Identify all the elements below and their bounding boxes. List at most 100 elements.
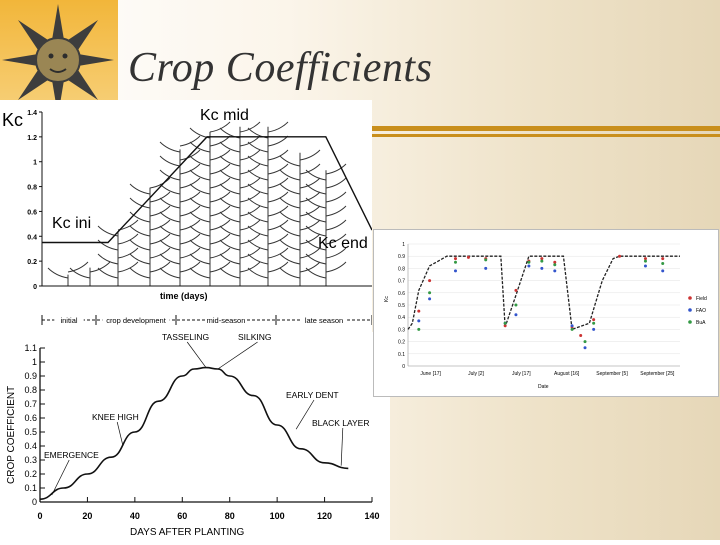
corn-kc-annotation: EMERGENCE (44, 450, 99, 460)
plant-leaf (69, 267, 91, 279)
stage-label-bg (102, 315, 170, 325)
field-kc-ytick-label: 0.2 (398, 340, 405, 346)
plant-leaf (209, 233, 231, 245)
field-kc-point-field (428, 279, 432, 283)
field-kc-point-bua (428, 291, 432, 295)
field-kc-point-fao (540, 266, 544, 270)
field-kc-point-fao (661, 269, 665, 273)
plant-leaf (179, 219, 201, 231)
corn-kc-xtick-label: 20 (82, 511, 92, 521)
corn-kc-xtick-label: 140 (364, 511, 379, 521)
field-kc-axes: 0 0.1 0.2 0.3 0.4 0.5 0.6 0.7 0.8 0.9 1 June [17] Ju… (398, 242, 680, 377)
legend-marker-bua (688, 320, 692, 324)
plant-leaf (239, 205, 261, 217)
plant-leaf (219, 183, 241, 195)
plant-leaf (219, 169, 241, 181)
slide-title: Crop Coefficients (128, 45, 433, 91)
plant-leaf (189, 239, 211, 251)
corn-kc-annotation: KNEE HIGH (92, 412, 139, 422)
plant-leaf (247, 155, 269, 167)
plant-leaf (129, 183, 151, 195)
stage-label-bg (54, 315, 84, 325)
field-kc-point-bua (514, 303, 518, 307)
plant-leaf (179, 247, 201, 259)
plant-leaf (189, 127, 211, 139)
plant-leaf (267, 191, 289, 203)
plant-leaf (117, 261, 139, 273)
plant-leaf (239, 163, 261, 175)
field-kc-point-field (579, 334, 583, 337)
plant-leaf (305, 239, 327, 251)
plant-leaf (239, 177, 261, 189)
plant-leaf (189, 141, 211, 153)
field-kc-ytick-label: 1 (402, 242, 405, 248)
fao-kc-panel: 0 0.2 0.4 0.6 0.8 1 1.2 1.4 Kc Kc mid Kc ini Kc… (0, 100, 373, 332)
plant-leaf (219, 141, 241, 153)
fao-kc-ytick-label: 0.4 (27, 234, 37, 241)
corn-kc-ytick-label: 1.1 (24, 343, 37, 353)
field-kc-marks (407, 254, 680, 350)
corn-kc-annotation-leader (116, 421, 124, 447)
plant-leaf (299, 261, 321, 273)
fao-kc-ytick-label: 0.8 (27, 185, 37, 192)
field-kc-point-bua (453, 260, 457, 264)
field-kc-point-bua (503, 321, 507, 325)
field-kc-ytick-label: 0.7 (398, 279, 405, 285)
plant-leaf (149, 219, 171, 231)
plant-leaf (247, 225, 269, 237)
plant-leaf (279, 225, 301, 237)
plant-leaf (219, 211, 241, 223)
plant-leaf (239, 191, 261, 203)
field-kc-xtick-label: September [25] (640, 371, 675, 377)
plant-leaf (179, 191, 201, 203)
plant-leaf (159, 267, 181, 279)
plant-leaf (239, 233, 261, 245)
sun-logo-icon (2, 4, 114, 116)
corn-kc-xlabel: DAYS AFTER PLANTING (130, 527, 245, 538)
corn-kc-annotation-leader (295, 399, 315, 430)
stage-label: late season (305, 316, 343, 325)
fao-kc-mid-label: Kc mid (200, 107, 249, 124)
corn-kc-annotation: EARLY DENT (286, 390, 339, 400)
fao-kc-ytick-label: 1.4 (27, 110, 37, 117)
field-kc-point-fao (643, 264, 647, 268)
plant-leaf (267, 163, 289, 175)
fao-kc-ytick-label: 0.6 (27, 209, 37, 216)
corn-kc-annotation-leader (51, 459, 70, 496)
field-kc-point-bua (527, 260, 531, 264)
plant-leaf (279, 211, 301, 223)
title-rule (372, 126, 720, 131)
field-kc-point-field (540, 257, 544, 261)
plant-leaf (67, 261, 89, 273)
plant-leaf (247, 267, 269, 279)
plant-leaf (267, 233, 289, 245)
plant-leaf (279, 169, 301, 181)
corn-kc-xtick-label: 60 (177, 511, 187, 521)
plant-leaf (179, 205, 201, 217)
plant-leaf (149, 205, 171, 217)
plant-leaf (209, 163, 231, 175)
field-kc-point-field (618, 254, 622, 258)
plant-leaf (189, 183, 211, 195)
plant-leaf (89, 261, 111, 273)
corn-kc-xtick-label: 80 (225, 511, 235, 521)
plant-leaf (325, 177, 347, 189)
plant-leaf (209, 261, 231, 273)
plant-leaf (267, 247, 289, 259)
plant-leaf (305, 253, 327, 265)
field-kc-point-fao (570, 324, 574, 328)
plant-leaf (325, 247, 347, 259)
plant-leaf (279, 267, 301, 279)
plant-leaf (279, 183, 301, 195)
corn-kc-annotation-leader (217, 341, 258, 370)
plant-leaf (279, 155, 301, 167)
field-kc-ytick-label: 0.1 (398, 352, 405, 358)
corn-kc-ytick-label: 0.9 (24, 371, 37, 381)
plant-leaf (279, 239, 301, 251)
field-kc-ytick-label: 0 (402, 364, 405, 370)
plant-leaf (267, 261, 289, 273)
plant-leaf (209, 247, 231, 259)
plant-leaf (209, 205, 231, 217)
field-kc-legend: Field FAO BuA (688, 296, 707, 326)
plant-leaf (299, 247, 321, 259)
